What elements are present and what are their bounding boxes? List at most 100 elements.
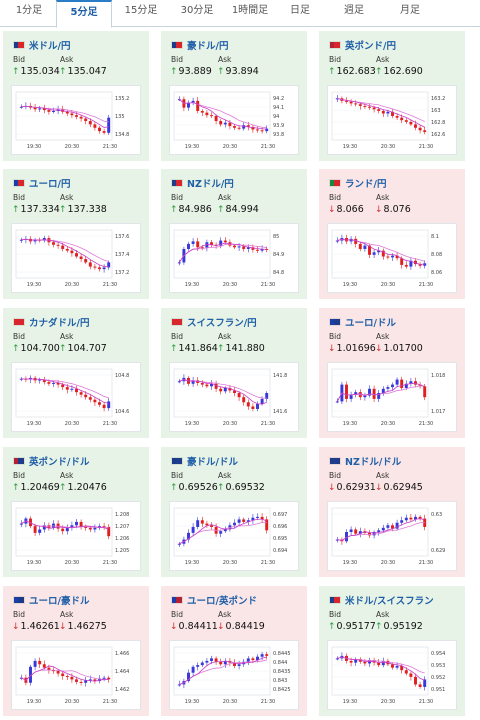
mini-chart[interactable]: 104.8 104.6 19:30 20:30 21:30 — [11, 362, 141, 432]
pair-link[interactable]: 英ポンド/ドル — [13, 454, 89, 468]
tab-daily[interactable]: 日足 — [290, 5, 310, 16]
ask-label: Ask — [60, 193, 74, 202]
tab-5min[interactable]: 5分足 — [56, 0, 112, 28]
mini-chart[interactable]: 94.2 94.1 94 93.9 93.8 19:30 20:30 21:30 — [169, 85, 299, 155]
pair-link[interactable]: NZドル/円 — [171, 176, 234, 190]
bid-arrow-icon: ↑ — [328, 67, 336, 77]
quote-flag-icon — [176, 180, 182, 186]
moving-average-short — [179, 98, 267, 130]
candle-body — [363, 395, 367, 398]
rate-card: 米ドル/円 Bid Ask ↑135.034 ↑135.047 135.2 135 134.8… — [3, 31, 149, 161]
base-flag-icon — [14, 319, 20, 325]
candle-body — [79, 392, 83, 395]
candle-body — [418, 127, 422, 131]
tab-weekly[interactable]: 週足 — [344, 5, 364, 16]
tab-monthly[interactable]: 月足 — [400, 5, 420, 16]
pair-link[interactable]: ユーロ/ドル — [329, 315, 396, 329]
tab-1hour[interactable]: 1時間足 — [231, 5, 269, 16]
pair-link[interactable]: NZドル/ドル — [329, 454, 401, 468]
x-tick-label: 19:30 — [27, 699, 41, 705]
x-tick-label: 20:30 — [65, 699, 79, 705]
mini-chart[interactable]: 85 84.9 84.8 19:30 20:30 21:30 — [169, 223, 299, 293]
price-chart: 0.63 0.629 19:30 20:30 21:30 — [331, 507, 445, 566]
candle-body — [256, 249, 259, 251]
mini-chart[interactable]: 163.2 163 162.8 162.6 19:30 20:30 21:30 — [327, 85, 457, 155]
plot-frame — [331, 507, 429, 557]
moving-average-short — [21, 665, 109, 682]
candle-body — [237, 664, 241, 666]
candle-body — [246, 247, 250, 249]
price-chart: 0.954 0.953 0.952 0.951 19:30 20:30 21:30 — [331, 646, 445, 705]
candle-body — [102, 267, 106, 270]
pair-link[interactable]: ランド/円 — [329, 176, 386, 190]
mini-chart[interactable]: 1.466 1.464 1.462 19:30 20:30 21:30 — [11, 640, 141, 710]
plot-frame — [331, 91, 429, 141]
pair-link[interactable]: 米ドル/スイスフラン — [329, 593, 434, 607]
candle-body — [256, 129, 259, 131]
candle-body — [38, 529, 42, 533]
price-chart: 94.2 94.1 94 93.9 93.8 19:30 20:30 21:30 — [173, 91, 284, 150]
ask-value: ↑93.894 — [217, 66, 259, 77]
bid-arrow-icon: ↓ — [328, 205, 336, 215]
base-flag-icon — [14, 597, 20, 603]
pair-link[interactable]: 米ドル/円 — [13, 38, 70, 52]
candle-body — [177, 543, 181, 545]
bid-arrow-icon: ↓ — [328, 344, 336, 354]
moving-average-long — [178, 243, 267, 263]
candle-body — [423, 263, 427, 266]
x-tick-label: 21:30 — [103, 282, 117, 288]
mini-chart[interactable]: 8.1 8.08 8.06 19:30 20:30 21:30 — [327, 223, 457, 293]
bid-label: Bid — [329, 332, 341, 341]
pair-link[interactable]: 英ポンド/円 — [329, 38, 396, 52]
candle-body — [19, 523, 23, 525]
mini-chart[interactable]: 135.2 135 134.8 19:30 20:30 21:30 — [11, 85, 141, 155]
candle-body — [75, 115, 78, 117]
tab-30min[interactable]: 30分足 — [180, 5, 214, 16]
mini-chart[interactable]: 0.63 0.629 19:30 20:30 21:30 — [327, 501, 457, 571]
mini-chart[interactable]: 0.8445 0.844 0.8435 0.843 0.8425 19:30 20:30 21… — [169, 640, 299, 710]
tab-15min[interactable]: 15分足 — [124, 5, 158, 16]
mini-chart[interactable]: 0.697 0.696 0.695 0.694 19:30 20:30 21:30 — [169, 501, 299, 571]
tab-1min[interactable]: 1分足 — [15, 5, 43, 16]
candle-body — [237, 246, 241, 248]
mini-chart[interactable]: 1.208 1.207 1.206 1.205 19:30 20:30 21:30 — [11, 501, 141, 571]
mini-chart[interactable]: 137.6 137.4 137.2 19:30 20:30 21:30 — [11, 223, 141, 293]
candle-body — [265, 654, 269, 656]
candle-body — [219, 661, 223, 665]
ask-price: 1.01700 — [383, 343, 423, 354]
pair-link[interactable]: ユーロ/円 — [13, 176, 70, 190]
y-tick-label: 0.695 — [273, 536, 287, 542]
price-chart: 135.2 135 134.8 19:30 20:30 21:30 — [15, 91, 129, 150]
bid-label: Bid — [13, 193, 25, 202]
price-chart: 1.466 1.464 1.462 19:30 20:30 21:30 — [15, 646, 129, 705]
candle-body — [414, 516, 417, 520]
mini-chart[interactable]: 0.954 0.953 0.952 0.951 19:30 20:30 21:30 — [327, 640, 457, 710]
candle-body — [205, 384, 209, 387]
pair-link[interactable]: スイスフラン/円 — [171, 315, 257, 329]
pair-link[interactable]: ユーロ/英ポンド — [171, 593, 257, 607]
bid-label: Bid — [171, 332, 183, 341]
ask-value: ↑84.994 — [217, 204, 259, 215]
bid-arrow-icon: ↑ — [12, 205, 20, 215]
pair-link[interactable]: ユーロ/豪ドル — [13, 593, 89, 607]
mini-chart[interactable]: 141.8 141.6 19:30 20:30 21:30 — [169, 362, 299, 432]
candle-body — [107, 117, 111, 133]
candle-body — [52, 670, 55, 672]
bid-value: ↑0.69526 — [170, 482, 218, 493]
pair-link[interactable]: 豪ドル/円 — [171, 38, 228, 52]
candle-body — [395, 665, 399, 668]
candle-body — [265, 393, 269, 399]
x-tick-label: 19:30 — [185, 560, 199, 566]
candle-body — [349, 101, 353, 104]
candle-body — [242, 397, 246, 403]
x-tick-label: 19:30 — [343, 560, 357, 566]
x-tick-label: 21:30 — [419, 699, 433, 705]
candle-body — [372, 107, 376, 110]
x-tick-label: 20:30 — [381, 282, 395, 288]
mini-chart[interactable]: 1.018 1.017 19:30 20:30 21:30 — [327, 362, 457, 432]
pair-link[interactable]: カナダドル/円 — [13, 315, 89, 329]
x-tick-label: 21:30 — [103, 560, 117, 566]
pair-link[interactable]: 豪ドル/ドル — [171, 454, 238, 468]
y-tick-label: 135.2 — [115, 96, 129, 102]
candle-body — [260, 516, 264, 520]
